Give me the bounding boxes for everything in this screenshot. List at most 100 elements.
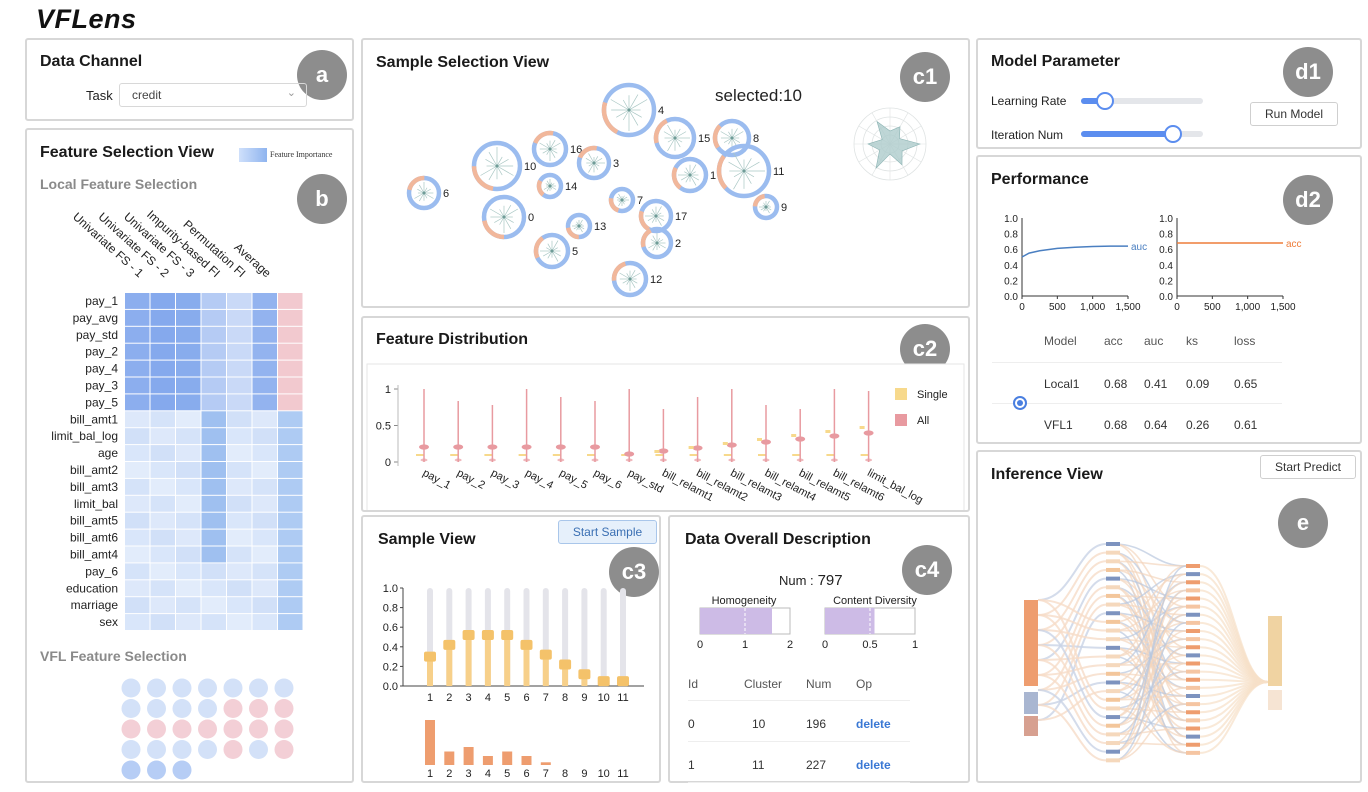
learning-rate-slider[interactable] <box>1081 92 1203 110</box>
sample-view-title: Sample View <box>378 531 476 548</box>
cluster-spoke <box>610 99 630 111</box>
sample-x-label: 1 <box>427 692 433 704</box>
sample-count-bar <box>502 751 513 765</box>
num-label: Num : <box>779 573 814 588</box>
sankey-link <box>1037 644 1107 649</box>
legend-single-swatch <box>895 388 907 400</box>
sankey-link <box>1113 742 1187 746</box>
cluster-spoke <box>674 137 681 148</box>
performance-table-row[interactable]: Local1 0.68 0.41 0.09 0.65 <box>992 363 1282 404</box>
sample-bar-chart: 1.00.80.60.40.20.01 2 3 4 5 6 7 8 9 10 111 2 3 4 5 6 7 8 9… <box>383 583 644 780</box>
cluster-spoke <box>656 242 666 249</box>
sankey-output-node <box>1268 616 1282 686</box>
violin-all-base <box>420 458 428 462</box>
violin-y-tick: 0.5 <box>376 421 391 433</box>
cluster-label: 8 <box>753 133 759 145</box>
cluster-spoke <box>689 174 700 181</box>
cluster-spoke <box>667 137 676 152</box>
sankey-link <box>1113 565 1187 658</box>
sample-bar <box>465 635 472 686</box>
cluster-spoke <box>628 109 639 126</box>
cluster-label: 9 <box>781 202 787 214</box>
iteration-num-handle[interactable] <box>1163 125 1182 143</box>
cluster-spoke <box>647 215 657 221</box>
performance-table-cell: 0.26 <box>1186 418 1210 432</box>
heatmap-cell <box>125 478 150 495</box>
cluster-table-cell: 0 <box>688 717 695 731</box>
heatmap-cell <box>150 411 175 428</box>
sample-y-tick: 0.6 <box>383 622 398 634</box>
performance-table-cell: 0.65 <box>1234 377 1258 391</box>
heatmap-row-label: pay_6 <box>85 564 118 578</box>
cluster-table-header: Id Cluster Num Op <box>688 669 910 701</box>
heatmap-cell <box>278 597 303 614</box>
sankey-link <box>1113 646 1187 753</box>
model-radio-button[interactable] <box>1013 396 1027 410</box>
cluster-center <box>548 147 552 151</box>
cluster-spoke <box>648 242 658 249</box>
heatmap-cell <box>278 377 303 394</box>
heatmap-cell <box>125 512 150 529</box>
heatmap-cell <box>252 360 277 377</box>
sample-count-x-label: 6 <box>523 768 529 780</box>
performance-table-row[interactable]: VFL1 0.68 0.64 0.26 0.61 <box>992 404 1282 445</box>
sankey-link <box>1037 594 1107 691</box>
heatmap-row-label: pay_3 <box>85 379 118 393</box>
cluster-label: 11 <box>773 166 784 178</box>
cluster-spoke <box>551 240 559 252</box>
sankey-mid-node <box>1106 671 1120 676</box>
heatmap-cell <box>278 462 303 478</box>
cluster-spoke <box>419 184 425 194</box>
sample-bar-cap <box>539 649 552 660</box>
heatmap-cell <box>150 343 175 360</box>
sankey-right-node <box>1186 629 1200 633</box>
iteration-num-slider[interactable] <box>1081 125 1203 143</box>
heatmap-cell <box>278 394 303 411</box>
violin-all-base <box>796 458 804 462</box>
heatmap-cell <box>176 478 201 495</box>
feature-distribution-panel: Feature Distribution c2 1 0.5 0 pay_1 pay_2 p… <box>361 316 970 512</box>
diversity-fill <box>825 608 875 634</box>
sample-bar <box>427 656 433 686</box>
performance-panel: Performance d2 1.0 0.8 0.6 0.4 0.2 0.0 0 500 1,0… <box>976 155 1362 444</box>
heatmap-cell <box>201 309 226 326</box>
perf-x-tick: 500 <box>1204 302 1221 313</box>
heatmap-cell <box>278 563 303 580</box>
sample-bar-cap <box>578 669 591 680</box>
sankey-input-node <box>1024 692 1038 714</box>
learning-rate-fill <box>1081 98 1106 104</box>
cluster-center <box>655 241 659 245</box>
cluster-center <box>742 169 746 173</box>
sankey-link <box>1037 659 1107 736</box>
task-select-value: credit <box>132 88 162 102</box>
learning-rate-handle[interactable] <box>1096 92 1115 110</box>
heatmap-cell <box>150 377 175 394</box>
sankey-mid-node <box>1106 706 1120 711</box>
perf-y-tick: 0.2 <box>1159 276 1173 287</box>
task-select[interactable]: credit ⌄ <box>119 83 307 107</box>
heatmap-cell <box>201 445 226 461</box>
delete-link[interactable]: delete <box>856 758 891 772</box>
start-predict-button[interactable]: Start Predict <box>1260 455 1356 479</box>
perf-y-tick: 0.2 <box>1004 276 1018 287</box>
start-sample-button[interactable]: Start Sample <box>558 520 657 544</box>
data-description-panel: Data Overall Description c4 Num : 797 Ho… <box>668 515 970 783</box>
vfl-feature-dot <box>121 678 141 698</box>
cluster-spoke <box>542 250 553 257</box>
run-model-button[interactable]: Run Model <box>1250 102 1338 126</box>
sankey-link <box>1037 629 1107 641</box>
legend-all-swatch <box>895 414 907 426</box>
cluster-center <box>550 249 554 253</box>
vfl-feature-dot <box>121 719 141 739</box>
num-row: Num : 797 <box>779 572 843 589</box>
heatmap-cell <box>252 293 277 309</box>
cluster-spoke <box>539 142 551 150</box>
heatmap-cell <box>176 546 201 563</box>
sample-x-label: 8 <box>562 692 568 704</box>
delete-link[interactable]: delete <box>856 717 891 731</box>
violin-all-body <box>521 444 532 450</box>
heatmap-cell <box>252 309 277 326</box>
sankey-link <box>1113 589 1187 744</box>
violin-all-base <box>454 458 462 462</box>
badge-d2: d2 <box>1283 175 1333 225</box>
